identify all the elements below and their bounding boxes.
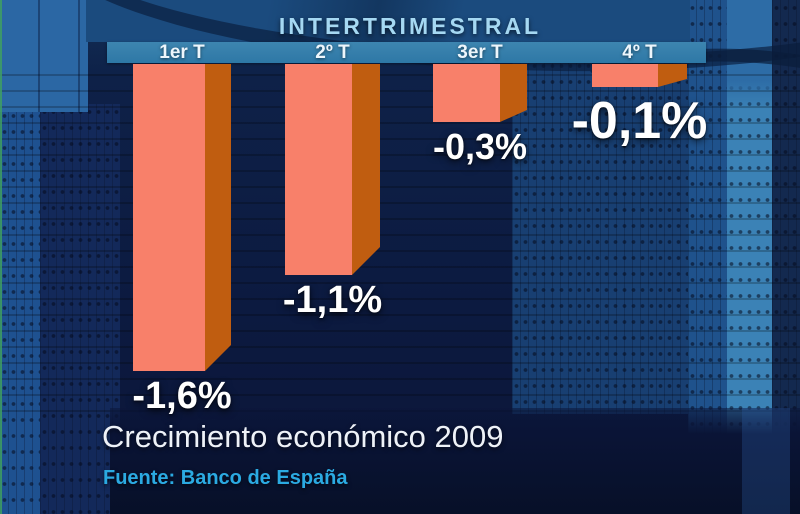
background-lower-third [110, 408, 800, 514]
bar-q4-face [592, 64, 658, 87]
quarter-label-q3: 3er T [457, 42, 503, 63]
chart-title: Crecimiento económico 2009 [102, 419, 504, 454]
bar-q1-side [205, 64, 231, 371]
quarter-label-q4: 4º T [622, 42, 657, 63]
bar-q1-face [133, 64, 205, 371]
bar-q1-value-label: -1,6% [132, 375, 232, 417]
background-top-strip [86, 0, 690, 42]
chart-source: Fuente: Banco de España [103, 467, 348, 489]
background-lower-third-column [742, 408, 790, 514]
bar-q2-side [352, 64, 380, 275]
bar-q2-value-label: -1,1% [282, 279, 383, 321]
bar-q3-value-label: -0,3% [432, 126, 528, 167]
quarter-band [107, 42, 706, 63]
quarter-label-q2: 2º T [315, 42, 350, 63]
quarter-label-q1: 1er T [159, 42, 205, 63]
background-building-left [0, 108, 42, 514]
bar-q3-face [433, 64, 500, 122]
background-building-left-dark [40, 104, 120, 514]
chart-header: INTERTRIMESTRAL [278, 13, 542, 39]
background-building-left-top [0, 0, 88, 112]
bar-q4-value-label: -0,1% [571, 92, 708, 150]
background-building-center [512, 58, 690, 414]
bar-q2-face [285, 64, 352, 275]
background-edge-stripe [0, 0, 2, 514]
